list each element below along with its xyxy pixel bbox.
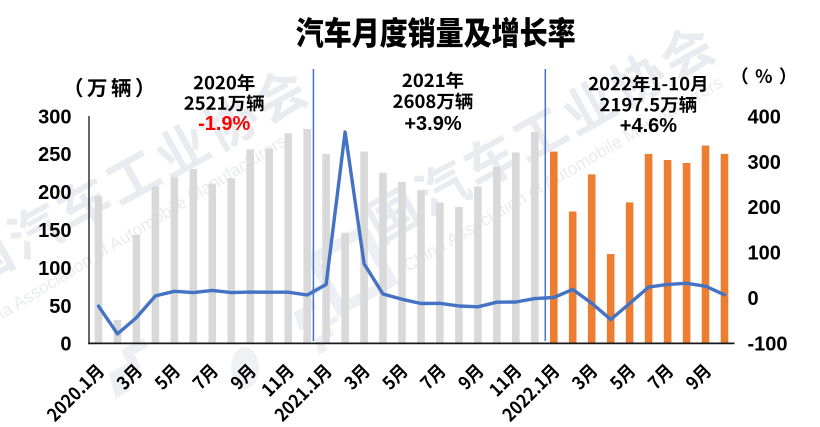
svg-text:250: 250: [38, 144, 71, 166]
svg-text:-100: -100: [748, 334, 788, 356]
svg-text:400: 400: [748, 106, 781, 128]
svg-text:150: 150: [38, 220, 71, 242]
svg-text:-1.9%: -1.9%: [198, 113, 250, 135]
svg-text:300: 300: [748, 152, 781, 174]
svg-text:+3.9%: +3.9%: [404, 113, 461, 135]
svg-text:200: 200: [38, 182, 71, 204]
svg-text:100: 100: [38, 258, 71, 280]
svg-text:200: 200: [748, 197, 781, 219]
svg-text:300: 300: [38, 106, 71, 128]
svg-text:50: 50: [49, 296, 71, 318]
svg-text:0: 0: [748, 288, 759, 310]
svg-text:0: 0: [60, 334, 71, 356]
svg-text:100: 100: [748, 243, 781, 265]
svg-text:+4.6%: +4.6%: [620, 115, 677, 137]
